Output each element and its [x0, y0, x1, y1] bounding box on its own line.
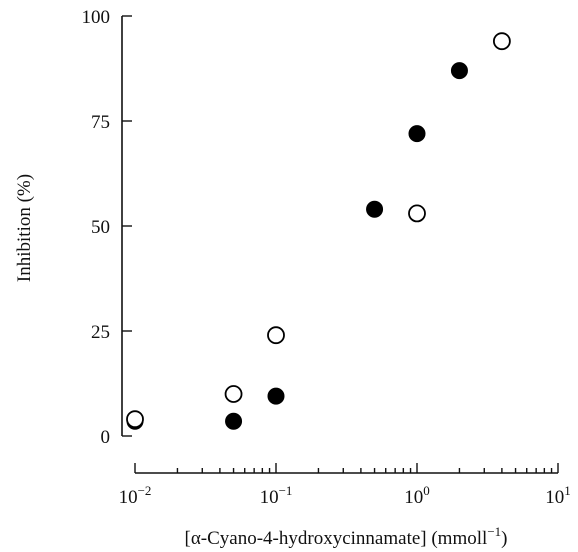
- y-ticks: 0 25 50 75 100: [82, 7, 132, 448]
- y-tick-label: 0: [101, 427, 111, 448]
- filled-circle-point: [450, 62, 468, 80]
- open-circle-point: [224, 385, 243, 403]
- x-tick-label: 100: [404, 483, 430, 508]
- x-axis-title-sup: −1: [487, 524, 501, 539]
- filled-circle-point: [225, 412, 243, 430]
- y-tick-label: 75: [91, 112, 110, 133]
- open-circle-point: [267, 326, 285, 345]
- x-axis: 10−2 10−1 100 101: [119, 463, 571, 508]
- x-axis-title: [α-Cyano-4-hydroxycinnamate] (mmoll−1): [185, 524, 508, 549]
- y-axis-title: Inhibition (%): [14, 174, 35, 282]
- x-ticks: 10−2 10−1 100 101: [119, 463, 571, 508]
- filled-circle-point: [366, 200, 384, 218]
- open-circle-point: [492, 32, 511, 51]
- y-axis: 0 25 50 75 100: [82, 7, 132, 448]
- open-circle-point: [126, 410, 144, 429]
- data-points: [126, 32, 511, 430]
- x-axis-title-close: ): [501, 528, 507, 549]
- x-axis-title-main: [α-Cyano-4-hydroxycinnamate] (mmoll: [185, 528, 488, 549]
- x-tick-label: 10−2: [119, 483, 152, 508]
- y-tick-label: 50: [91, 217, 110, 238]
- y-tick-label: 100: [82, 7, 111, 28]
- x-tick-label: 101: [545, 483, 571, 508]
- y-tick-label: 25: [91, 322, 110, 343]
- filled-circle-point: [267, 387, 285, 405]
- x-tick-label: 10−1: [260, 483, 293, 508]
- filled-circle-point: [408, 125, 426, 143]
- open-circle-point: [408, 204, 426, 223]
